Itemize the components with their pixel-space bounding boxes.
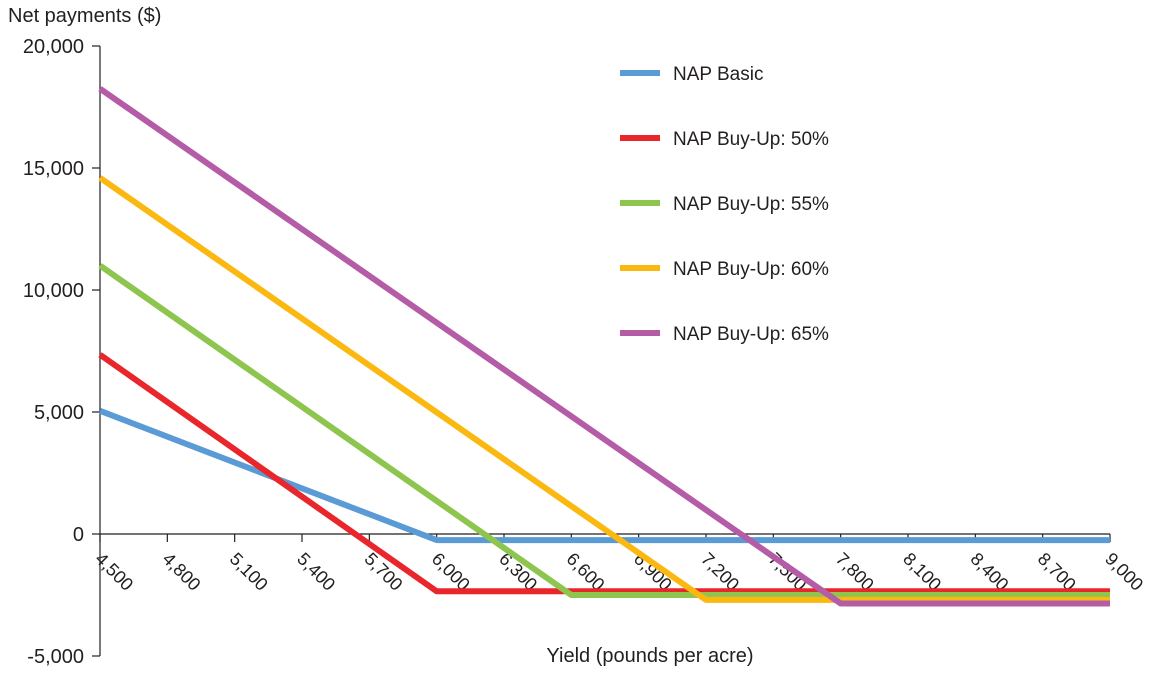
series-line-2 xyxy=(98,352,1110,595)
x-tick-label: 7,200 xyxy=(697,549,743,595)
legend-label: NAP Buy-Up: 50% xyxy=(673,129,829,150)
y-tick-label: 20,000 xyxy=(23,36,84,58)
x-tick-label: 8,400 xyxy=(967,549,1013,595)
x-tick-label: 8,700 xyxy=(1034,549,1080,595)
x-tick-label: 5,400 xyxy=(293,549,339,595)
legend-label: NAP Basic xyxy=(673,64,763,85)
y-axis-title: Net payments ($) xyxy=(8,5,161,27)
y-tick-label: 15,000 xyxy=(23,158,84,180)
legend-label: NAP Buy-Up: 55% xyxy=(673,194,829,215)
y-tick-label: 0 xyxy=(73,524,84,546)
legend-label: NAP Buy-Up: 65% xyxy=(673,324,829,345)
series-line-1 xyxy=(98,407,1110,544)
legend-label: NAP Buy-Up: 60% xyxy=(673,259,829,280)
y-tick-label: 10,000 xyxy=(23,280,84,302)
series-line-4 xyxy=(98,175,1110,603)
series-lines xyxy=(98,86,1110,607)
x-tick-label: 7,800 xyxy=(832,549,878,595)
legend: NAP Basic NAP Buy-Up: 50% NAP Buy-Up: 55% N… xyxy=(620,64,829,345)
y-tick-label: -5,000 xyxy=(27,646,84,668)
x-tick-label: 4,800 xyxy=(159,549,205,595)
x-tick-label: 4,500 xyxy=(91,549,137,595)
y-ticks: -5,000 0 5,000 10,000 15,000 20,000 xyxy=(23,36,100,668)
x-tick-label: 6,600 xyxy=(563,549,609,595)
x-axis-title: Yield (pounds per acre) xyxy=(546,645,753,667)
x-tick-label: 8,100 xyxy=(899,549,945,595)
series-line-3 xyxy=(98,263,1110,598)
y-tick-label: 5,000 xyxy=(34,402,84,424)
series-line-5 xyxy=(98,86,1110,607)
x-tick-label: 5,100 xyxy=(226,549,272,595)
x-ticks: 4,500 4,800 5,100 5,400 5,700 6,000 6,300 6,600… xyxy=(91,534,1147,595)
x-tick-label: 9,000 xyxy=(1101,549,1147,595)
